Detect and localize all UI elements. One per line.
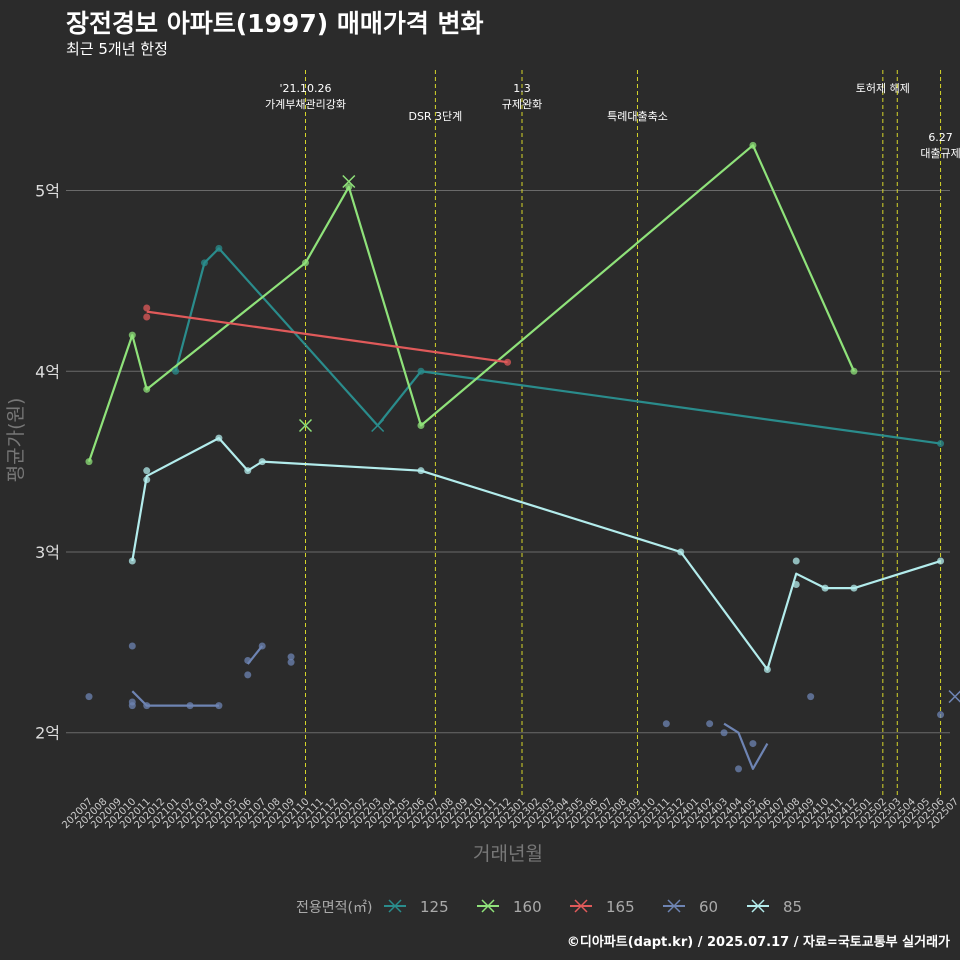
data-point-85	[937, 557, 945, 565]
legend-title: 전용면적(㎡)	[296, 900, 372, 916]
data-point-85	[128, 557, 136, 565]
legend-label: 165	[606, 898, 635, 916]
chart-subtitle: 최근 5개년 한정	[66, 40, 168, 58]
x-axis-title: 거래년월	[473, 843, 543, 865]
data-point-85	[677, 548, 685, 556]
event-label: '21.10.26	[279, 82, 331, 95]
x-axis: 2020072020082020092020102020112020122021…	[60, 796, 960, 831]
data-point-60	[937, 711, 945, 719]
y-tick-label: 4억	[35, 362, 60, 381]
data-point-60	[186, 702, 194, 710]
data-point-85	[763, 665, 771, 673]
cross-marker-60	[948, 690, 960, 704]
data-point-60	[244, 671, 252, 679]
cross-marker-125	[371, 418, 385, 433]
data-point-60	[258, 642, 266, 650]
legend-label: 85	[783, 898, 802, 916]
data-point-160	[302, 259, 309, 267]
data-point-60	[662, 720, 670, 728]
source-caption: ©디아파트(dapt.kr) / 2025.07.17 / 자료=국토교통부 실…	[566, 935, 950, 950]
y-tick-label: 2억	[35, 724, 60, 743]
data-point-85	[792, 557, 800, 565]
legend-label: 125	[420, 898, 449, 916]
data-point-125	[215, 244, 223, 252]
data-point-85	[143, 467, 151, 475]
event-label: 대출규제	[920, 147, 960, 160]
data-point-165	[143, 304, 151, 312]
data-point-85	[792, 581, 800, 589]
data-point-160	[143, 385, 151, 393]
series-line-165	[146, 310, 508, 364]
data-point-160	[128, 331, 136, 339]
data-point-60	[287, 653, 295, 661]
data-point-160	[850, 367, 858, 375]
data-point-60	[807, 693, 815, 701]
data-point-60	[287, 658, 295, 666]
data-point-60	[749, 740, 757, 748]
data-point-60	[143, 702, 151, 710]
legend-label: 60	[699, 898, 718, 916]
data-point-125	[417, 367, 425, 375]
data-point-60	[128, 642, 136, 650]
y-tick-label: 3억	[35, 543, 60, 562]
data-point-60	[735, 765, 742, 773]
data-point-85	[850, 584, 858, 592]
data-point-60	[720, 729, 728, 737]
data-point-160	[749, 141, 757, 149]
legend-item-125: 125	[384, 898, 449, 916]
data-point-165	[504, 358, 512, 366]
y-axis: 2억 3억 4억 5억	[35, 182, 60, 743]
event-label: DSR 3단계	[408, 110, 462, 123]
series-line-60	[723, 722, 769, 770]
data-point-60	[128, 702, 136, 710]
legend-item-60: 60	[663, 898, 718, 916]
event-label: 1.3	[513, 82, 531, 95]
data-point-60	[706, 720, 714, 728]
event-label: 토허제 해제	[856, 81, 910, 95]
data-point-160	[417, 421, 425, 429]
legend-item-85: 85	[747, 898, 802, 916]
y-axis-title: 평균가(원)	[5, 398, 27, 483]
event-label: 특례대출축소	[607, 110, 668, 123]
data-point-60	[244, 656, 252, 664]
event-label: 규제완화	[502, 98, 542, 111]
data-point-160	[85, 458, 93, 466]
series-line-160	[87, 144, 855, 462]
legend-label: 160	[513, 898, 542, 916]
cross-marker-160	[298, 418, 313, 433]
data-point-60	[85, 693, 93, 701]
series-lines	[87, 144, 941, 770]
y-tick-label: 5억	[35, 182, 60, 201]
series-line-125	[174, 247, 941, 445]
event-label: 6.27	[928, 131, 953, 144]
legend: 전용면적(㎡) 125 160 165 60 85	[296, 898, 802, 916]
data-point-85	[143, 476, 151, 484]
data-point-85	[215, 434, 223, 442]
series-line-85	[131, 437, 941, 671]
data-point-85	[417, 467, 425, 475]
data-point-160	[345, 183, 353, 191]
data-point-85	[258, 458, 266, 466]
data-point-85	[821, 584, 829, 592]
data-point-125	[937, 440, 945, 448]
legend-item-160: 160	[477, 898, 542, 916]
data-point-125	[200, 259, 208, 267]
data-point-165	[143, 313, 151, 321]
legend-item-165: 165	[570, 898, 635, 916]
data-point-125	[172, 367, 180, 375]
series-line-60	[131, 690, 219, 707]
grid-lines	[66, 190, 950, 734]
series-points	[85, 141, 960, 773]
data-point-85	[244, 467, 252, 475]
event-label: 가계부채관리강화	[265, 98, 346, 111]
cross-marker-160	[342, 174, 356, 189]
chart-title: 장전경보 아파트(1997) 매매가격 변화	[66, 9, 484, 38]
data-point-60	[215, 702, 223, 710]
